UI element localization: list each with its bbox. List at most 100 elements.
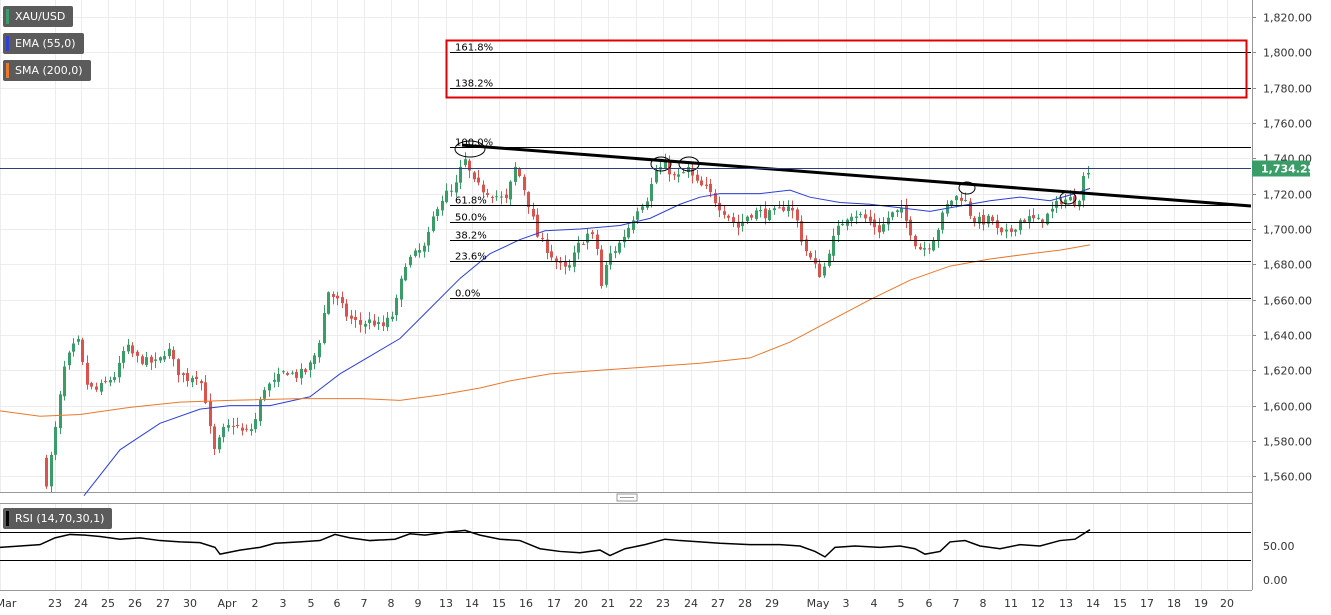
candle-body [77, 339, 80, 342]
symbol-tag[interactable]: XAU/USD [3, 6, 74, 27]
candle-body [1073, 196, 1076, 206]
x-tick-label: May [807, 597, 830, 610]
candle-body [163, 356, 166, 360]
rsi-line [0, 529, 1091, 558]
candle-body [345, 303, 348, 317]
candle-body [354, 317, 357, 320]
candle-body [1087, 173, 1090, 175]
candle-body [327, 292, 330, 314]
candle-body [923, 248, 926, 250]
candle-body [268, 383, 271, 391]
candle-body [714, 193, 717, 204]
sma-tag[interactable]: SMA (200,0) [3, 60, 91, 81]
x-tick-label: 16 [519, 597, 533, 610]
ema-tag[interactable]: EMA (55,0) [3, 33, 84, 54]
candle-body [878, 225, 881, 233]
candle-body [350, 315, 353, 319]
candle-body [582, 243, 585, 245]
ema-line [83, 187, 1091, 497]
candle-body [1023, 220, 1026, 223]
candle-body [573, 252, 576, 267]
candle-body [727, 215, 730, 218]
candle-body [159, 357, 162, 361]
x-tick-label: 6 [334, 597, 341, 610]
candle-body [245, 428, 248, 430]
candle-body [673, 174, 676, 176]
candle-body [250, 429, 253, 432]
candle-body [900, 207, 903, 213]
candle-body [664, 161, 667, 168]
fib-level-label: 161.8% [455, 43, 493, 54]
candle-body [427, 231, 430, 246]
candle-body [691, 169, 694, 176]
x-tick-label: 17 [1140, 597, 1154, 610]
x-tick-label: 14 [465, 597, 479, 610]
candle-body [764, 208, 767, 219]
candle-body [232, 425, 235, 427]
candle-body [823, 266, 826, 276]
candle-body [418, 250, 421, 253]
ema-label: EMA (55,0) [15, 37, 76, 50]
fib-level-label: 0.0% [455, 289, 480, 300]
x-tick-label: 20 [574, 597, 588, 610]
candle-body [1055, 200, 1058, 208]
candle-body [491, 197, 494, 199]
candle-body [459, 166, 462, 183]
rsi-tag[interactable]: RSI (14,70,30,1) [3, 508, 113, 529]
candle-body [677, 174, 680, 177]
candle-body [955, 196, 958, 201]
candle-body [919, 247, 922, 250]
candle-body [505, 194, 508, 198]
candle-body [737, 221, 740, 228]
x-tick-label: 23 [48, 597, 62, 610]
candle-body [887, 217, 890, 225]
candle-body [63, 366, 66, 397]
y-tick-label: 1,700.00 [1263, 224, 1312, 237]
candle-body [973, 217, 976, 222]
candle-body [473, 172, 476, 180]
x-tick-label: Mar [0, 597, 17, 610]
x-tick-label: 2 [252, 597, 259, 610]
candle-body [532, 209, 535, 217]
candle-body [632, 220, 635, 230]
candle-body [468, 160, 471, 171]
candle-body [768, 210, 771, 221]
touch-circle [454, 140, 486, 158]
candle-body [477, 177, 480, 183]
candle-body [455, 182, 458, 193]
candle-body [1064, 199, 1067, 204]
candle-body [100, 382, 103, 392]
candle-body [172, 349, 175, 360]
candle-body [277, 373, 280, 382]
candle-body [423, 245, 426, 252]
candle-body [309, 362, 312, 371]
candle-body [204, 382, 207, 403]
candle-body [509, 181, 512, 200]
candle-body [596, 234, 599, 250]
candle-body [655, 170, 658, 183]
candle-body [882, 224, 885, 232]
candle-body [81, 339, 84, 362]
candle-body [495, 196, 498, 198]
candle-body [263, 390, 266, 399]
candle-body [568, 265, 571, 268]
touch-circle [1059, 191, 1077, 205]
candle-body [109, 380, 112, 383]
candle-body [950, 200, 953, 206]
x-tick-label: 8 [388, 597, 395, 610]
candle-body [218, 437, 221, 450]
x-tick-label: 5 [308, 597, 315, 610]
candle-body [559, 261, 562, 263]
y-tick-label: 1,660.00 [1263, 295, 1312, 308]
candle-body [464, 159, 467, 166]
candle-body [409, 256, 412, 266]
ema-color-swatch [6, 36, 9, 51]
candle-body [45, 457, 48, 487]
candle-body [241, 427, 244, 431]
x-tick-label: 26 [128, 597, 142, 610]
y-tick-label: 1,760.00 [1263, 118, 1312, 131]
x-tick-label: 6 [926, 597, 933, 610]
candle-body [54, 427, 57, 455]
candle-body [991, 216, 994, 221]
